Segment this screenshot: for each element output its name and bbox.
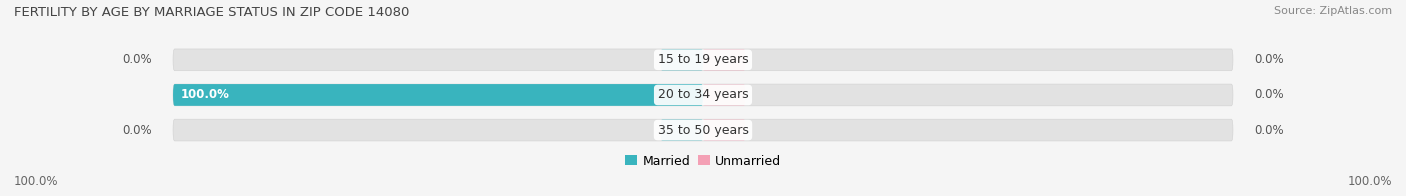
Text: 35 to 50 years: 35 to 50 years: [658, 123, 748, 137]
Text: 0.0%: 0.0%: [1254, 88, 1284, 102]
Text: 0.0%: 0.0%: [1254, 123, 1284, 137]
FancyBboxPatch shape: [703, 84, 745, 106]
Text: 100.0%: 100.0%: [14, 175, 59, 188]
Text: 0.0%: 0.0%: [122, 123, 152, 137]
Legend: Married, Unmarried: Married, Unmarried: [620, 150, 786, 172]
FancyBboxPatch shape: [661, 119, 703, 141]
FancyBboxPatch shape: [173, 84, 1233, 106]
FancyBboxPatch shape: [661, 49, 703, 71]
FancyBboxPatch shape: [173, 84, 703, 106]
FancyBboxPatch shape: [703, 119, 745, 141]
FancyBboxPatch shape: [173, 119, 1233, 141]
FancyBboxPatch shape: [703, 49, 745, 71]
FancyBboxPatch shape: [173, 49, 1233, 71]
Text: 0.0%: 0.0%: [1254, 53, 1284, 66]
Text: 0.0%: 0.0%: [122, 53, 152, 66]
Text: 100.0%: 100.0%: [1347, 175, 1392, 188]
Text: 15 to 19 years: 15 to 19 years: [658, 53, 748, 66]
Text: Source: ZipAtlas.com: Source: ZipAtlas.com: [1274, 6, 1392, 16]
Text: FERTILITY BY AGE BY MARRIAGE STATUS IN ZIP CODE 14080: FERTILITY BY AGE BY MARRIAGE STATUS IN Z…: [14, 6, 409, 19]
Text: 100.0%: 100.0%: [181, 88, 229, 102]
Text: 20 to 34 years: 20 to 34 years: [658, 88, 748, 102]
